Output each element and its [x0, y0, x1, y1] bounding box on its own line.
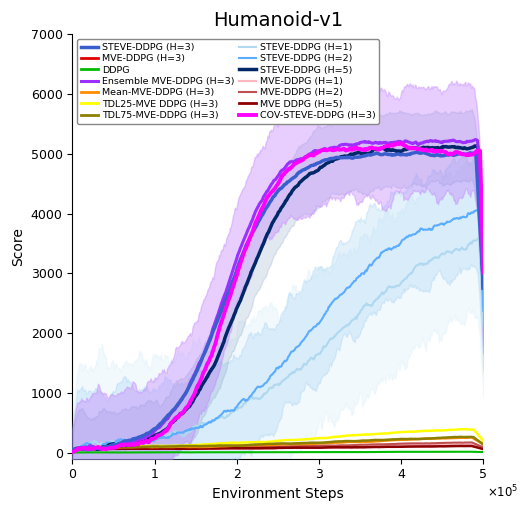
X-axis label: Environment Steps: Environment Steps [212, 487, 344, 501]
Title: Humanoid-v1: Humanoid-v1 [213, 11, 343, 30]
Text: $\times10^5$: $\times10^5$ [488, 484, 519, 501]
Y-axis label: Score: Score [11, 227, 25, 266]
Legend: STEVE-DDPG (H=3), MVE-DDPG (H=3), DDPG, Ensemble MVE-DDPG (H=3), Mean-MVE-DDPG (: STEVE-DDPG (H=3), MVE-DDPG (H=3), DDPG, … [77, 39, 379, 124]
